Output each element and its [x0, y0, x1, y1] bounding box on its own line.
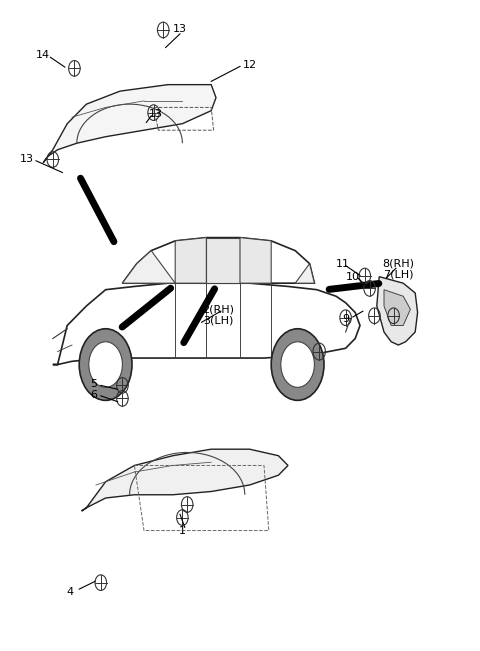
- Polygon shape: [295, 264, 314, 283]
- Circle shape: [89, 342, 122, 387]
- Polygon shape: [122, 251, 175, 283]
- Text: 2(RH): 2(RH): [203, 304, 234, 314]
- Text: 14: 14: [36, 50, 50, 61]
- Polygon shape: [82, 449, 288, 511]
- Text: 12: 12: [242, 60, 257, 70]
- Text: 13: 13: [173, 24, 187, 35]
- Polygon shape: [43, 85, 216, 163]
- Polygon shape: [53, 283, 360, 365]
- Text: 6: 6: [90, 390, 97, 400]
- Text: 4: 4: [66, 587, 73, 598]
- Text: 7(LH): 7(LH): [383, 270, 414, 280]
- Text: 10: 10: [346, 271, 360, 282]
- Text: 8(RH): 8(RH): [383, 258, 414, 269]
- Text: 1: 1: [179, 525, 186, 536]
- Polygon shape: [384, 290, 410, 326]
- Circle shape: [281, 342, 314, 387]
- Text: 5: 5: [90, 379, 97, 389]
- Text: 3(LH): 3(LH): [203, 315, 234, 326]
- Polygon shape: [377, 277, 418, 345]
- Polygon shape: [206, 238, 240, 283]
- Polygon shape: [240, 238, 271, 283]
- Text: 13: 13: [149, 109, 163, 119]
- Circle shape: [271, 329, 324, 400]
- Circle shape: [79, 329, 132, 400]
- Text: 9: 9: [342, 314, 349, 324]
- Text: 11: 11: [336, 258, 350, 269]
- Polygon shape: [175, 238, 206, 283]
- Polygon shape: [122, 238, 314, 283]
- Text: 13: 13: [19, 154, 34, 165]
